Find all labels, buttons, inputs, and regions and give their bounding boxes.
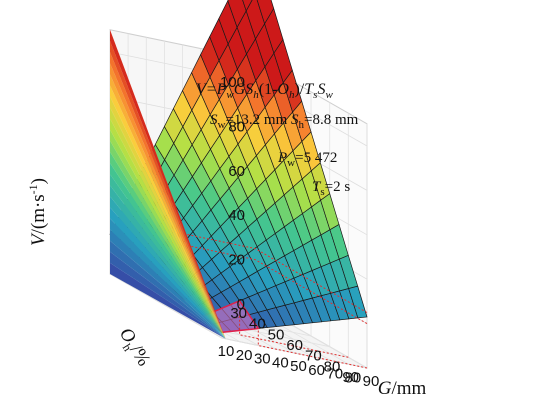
y-tick-label: 80 xyxy=(324,358,341,375)
guide-line xyxy=(239,300,349,358)
x-tick-label: 10 xyxy=(218,343,235,360)
y-tick-label: 70 xyxy=(305,348,322,365)
ramp-band xyxy=(110,262,226,339)
ramp-band xyxy=(110,129,226,339)
ramp-band xyxy=(110,185,226,339)
guide-line xyxy=(164,240,368,325)
ramp-band xyxy=(110,196,226,339)
x-tick-label: 60 xyxy=(308,362,325,379)
ramp-band xyxy=(110,140,226,339)
x-axis-label: G/mm xyxy=(378,378,427,399)
surface-cell xyxy=(256,0,275,25)
svg-text:Pw=5 472: Pw=5 472 xyxy=(277,150,337,169)
ramp-band xyxy=(110,29,226,339)
x-tick-label: 70 xyxy=(326,366,343,383)
ramp-band xyxy=(110,85,226,339)
z-tick-label: 40 xyxy=(228,207,245,224)
y-tick-label: 50 xyxy=(268,326,285,343)
x-tick-label: 50 xyxy=(290,358,307,375)
ramp-band xyxy=(110,207,226,339)
guide-line xyxy=(164,229,368,313)
surface-cell xyxy=(242,0,253,12)
color-ramp xyxy=(110,29,226,339)
z-axis-label: V/(m·s-1) xyxy=(26,178,49,246)
z-tick-label: 20 xyxy=(228,252,245,269)
x-tick-label: 80 xyxy=(345,369,362,386)
y-tick-label: 40 xyxy=(249,316,266,333)
x-tick-label: 40 xyxy=(272,354,289,371)
z-tick-label: 100 xyxy=(220,74,245,91)
svg-text:Sw=13.2 mm Sh=8.8 mm: Sw=13.2 mm Sh=8.8 mm xyxy=(210,112,359,131)
guide-line xyxy=(257,328,368,369)
z-tick-label: 80 xyxy=(228,118,245,135)
y-axis-label: Oh/% xyxy=(112,324,154,371)
ramp-band xyxy=(110,118,226,339)
y-tick-label: 30 xyxy=(230,305,247,322)
ramp-band xyxy=(110,229,226,339)
x-tick-label: 30 xyxy=(254,351,271,368)
z-tick-label: 0 xyxy=(237,296,245,313)
y-tick-label: 90 xyxy=(342,369,359,386)
y-tick-label: 60 xyxy=(286,337,303,354)
x-tick-label: 90 xyxy=(363,373,380,390)
x-tick-label: 20 xyxy=(236,347,253,364)
z-tick-label: 60 xyxy=(228,163,245,180)
svg-text:Ts=2 s: Ts=2 s xyxy=(312,179,350,198)
guide-lines xyxy=(164,229,368,369)
ramp-band xyxy=(110,96,226,339)
